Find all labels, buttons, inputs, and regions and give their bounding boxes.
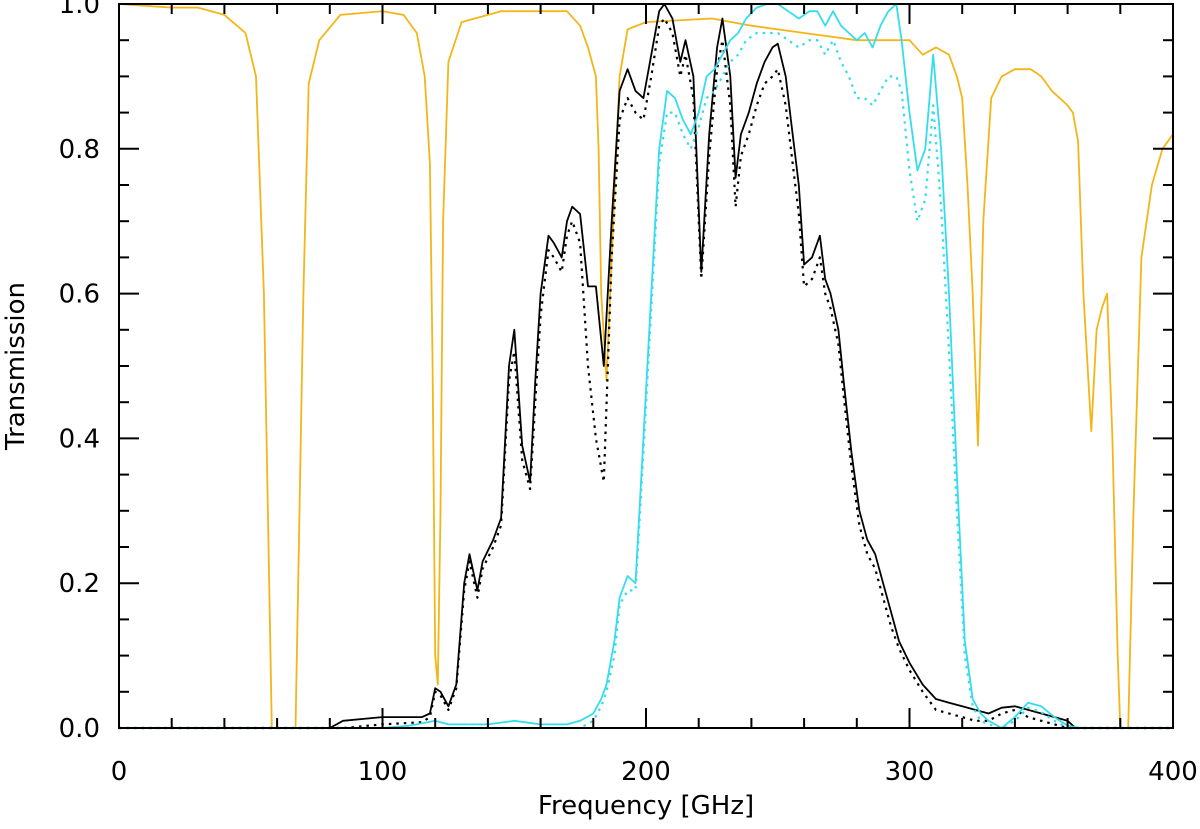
x-tick-label: 100: [358, 757, 408, 787]
label-layer: 0 100 200 300 400 0.0 0.2 0.4 0.6 0.8 1.0: [59, 0, 1198, 787]
y-tick-label: 0.6: [59, 280, 100, 310]
y-tick-label: 0.2: [59, 569, 100, 599]
x-axis-title: Frequency [GHz]: [538, 791, 754, 821]
y-tick-label: 0.4: [59, 424, 100, 454]
x-tick-label: 200: [621, 757, 671, 787]
y-tick-label: 1.0: [59, 0, 100, 20]
y-tick-label: 0.0: [59, 714, 100, 744]
plot-frame: [118, 3, 1174, 729]
series-line-4-solid: [119, 3, 1173, 729]
series-line-2-solid: [119, 3, 1173, 729]
series-line-5-dotted: [119, 31, 1173, 730]
y-tick-label: 0.8: [59, 135, 100, 165]
y-axis-title: Transmission: [1, 282, 31, 451]
x-tick-label: 0: [111, 757, 128, 787]
x-tick-label: 400: [1148, 757, 1198, 787]
x-tick-label: 300: [885, 757, 935, 787]
